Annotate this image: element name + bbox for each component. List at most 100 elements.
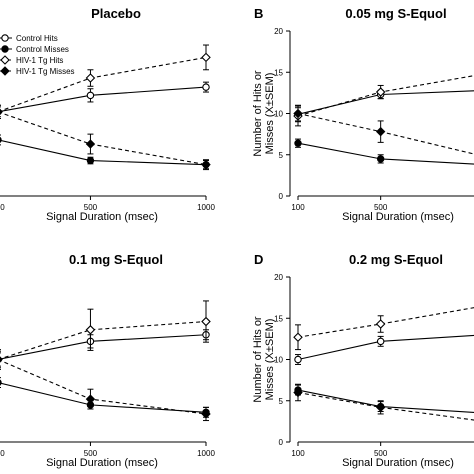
data-point — [375, 87, 386, 97]
y-tick-label: 10 — [274, 356, 283, 365]
data-point — [201, 316, 211, 327]
data-point — [293, 108, 303, 119]
series-hiv-1-tg-misses — [0, 349, 211, 422]
data-point — [0, 109, 3, 115]
legend-item: Control Misses — [16, 45, 69, 54]
y-axis-label: Number of Hits orMisses (X±SEM) — [252, 316, 276, 403]
series-control-misses — [0, 134, 210, 171]
legend-marker — [0, 66, 10, 76]
series-hiv-1-tg-hits — [0, 300, 211, 369]
data-point — [85, 139, 96, 149]
data-point — [376, 155, 385, 163]
series-control-misses — [0, 377, 210, 418]
data-point — [376, 337, 385, 346]
series-control-hits — [0, 329, 210, 367]
x-tick-label: 100 — [0, 449, 5, 458]
y-tick-label: 0 — [279, 438, 284, 447]
x-tick-label: 500 — [84, 449, 98, 458]
data-point — [86, 91, 95, 100]
legend-item: HIV-1 Tg Hits — [16, 56, 63, 65]
axes: 100 500 1000 — [0, 441, 215, 458]
series-line — [0, 334, 207, 360]
series-line — [297, 112, 474, 155]
x-tick-label: 500 — [374, 449, 388, 458]
x-tick-label: 500 — [84, 203, 98, 212]
series-line — [0, 56, 207, 112]
x-axis-label: Signal Duration (msec) — [46, 457, 158, 469]
y-tick-label: 0 — [279, 192, 284, 201]
series-hiv-1-tg-hits — [0, 44, 211, 119]
data-point — [0, 136, 2, 144]
data-point — [85, 394, 96, 404]
panel-letter: D — [254, 252, 263, 267]
series-line — [297, 75, 474, 117]
x-axis-label: Signal Duration (msec) — [342, 457, 454, 469]
chart-panel: B0.05 mg S-Equol100500100005101520Signal… — [252, 6, 474, 223]
legend: Control Hits Control Misses HIV-1 Tg Hits H… — [0, 34, 75, 76]
series-line — [297, 334, 474, 361]
legend-item: HIV-1 Tg Misses — [16, 67, 75, 76]
data-point — [293, 332, 303, 343]
y-tick-label: 5 — [279, 397, 284, 406]
legend-item: Control Hits — [16, 34, 58, 43]
y-axis-label: Number of Hits orMisses (X±SEM) — [252, 70, 276, 157]
chart-panel: D0.2 mg S-Equol100500100005101520Signal … — [252, 252, 474, 469]
data-point — [0, 379, 2, 386]
series-line — [0, 382, 207, 413]
axes: 100 500 1000 — [0, 195, 215, 212]
data-point — [201, 159, 211, 170]
series-control-misses — [294, 138, 474, 165]
data-point — [294, 139, 302, 147]
x-tick-label: 1000 — [197, 449, 215, 458]
series-control-hits — [294, 334, 474, 365]
panel-letter: B — [254, 6, 263, 21]
x-tick-label: 100 — [291, 449, 305, 458]
y-tick-label: 10 — [274, 110, 283, 119]
series-line — [297, 389, 474, 414]
y-tick-label: 15 — [274, 314, 283, 323]
series-control-misses — [294, 384, 474, 414]
series-hiv-1-tg-misses — [293, 383, 474, 421]
x-axis-label: Signal Duration (msec) — [342, 211, 454, 223]
axes: 100500100005101520 — [274, 27, 474, 212]
data-point — [85, 325, 96, 335]
data-point — [85, 73, 96, 83]
series-line — [0, 111, 207, 166]
x-tick-label: 500 — [374, 203, 388, 212]
data-point — [202, 83, 210, 91]
data-point — [375, 126, 386, 137]
chart-title: 0.1 mg S-Equol — [69, 252, 163, 267]
chart-panel: 0.1 mg S-Equol 100 500 1000 Signal Duration … — [0, 252, 215, 469]
x-tick-label: 100 — [291, 203, 305, 212]
series-line — [0, 139, 207, 166]
y-tick-label: 15 — [274, 68, 283, 77]
chart-panel: Placebo 100 500 1000 Signal Duration (msec) C… — [0, 6, 215, 223]
y-tick-label: 20 — [274, 27, 283, 36]
y-tick-label: 5 — [279, 151, 284, 160]
series-line — [297, 142, 474, 165]
legend-marker — [0, 55, 10, 65]
legend-marker — [1, 45, 9, 53]
data-point — [0, 356, 3, 363]
chart-title: Placebo — [91, 6, 141, 21]
data-point — [201, 409, 211, 419]
series-hiv-1-tg-misses — [293, 104, 474, 155]
x-axis-label: Signal Duration (msec) — [46, 211, 158, 223]
data-point — [375, 319, 386, 329]
y-tick-label: 20 — [274, 273, 283, 282]
chart-title: 0.05 mg S-Equol — [345, 6, 446, 21]
x-tick-label: 1000 — [197, 203, 215, 212]
x-tick-label: 100 — [0, 203, 5, 212]
series-line — [297, 307, 474, 338]
chart-title: 0.2 mg S-Equol — [349, 252, 443, 267]
data-point — [375, 402, 386, 413]
series-hiv-1-tg-misses — [0, 104, 211, 170]
data-point — [294, 355, 302, 364]
legend-marker — [1, 34, 9, 42]
axes: 100500100005101520 — [274, 273, 474, 458]
data-point — [86, 156, 95, 165]
series-line — [297, 90, 474, 115]
series-hiv-1-tg-hits — [293, 307, 474, 351]
data-point — [293, 387, 303, 398]
